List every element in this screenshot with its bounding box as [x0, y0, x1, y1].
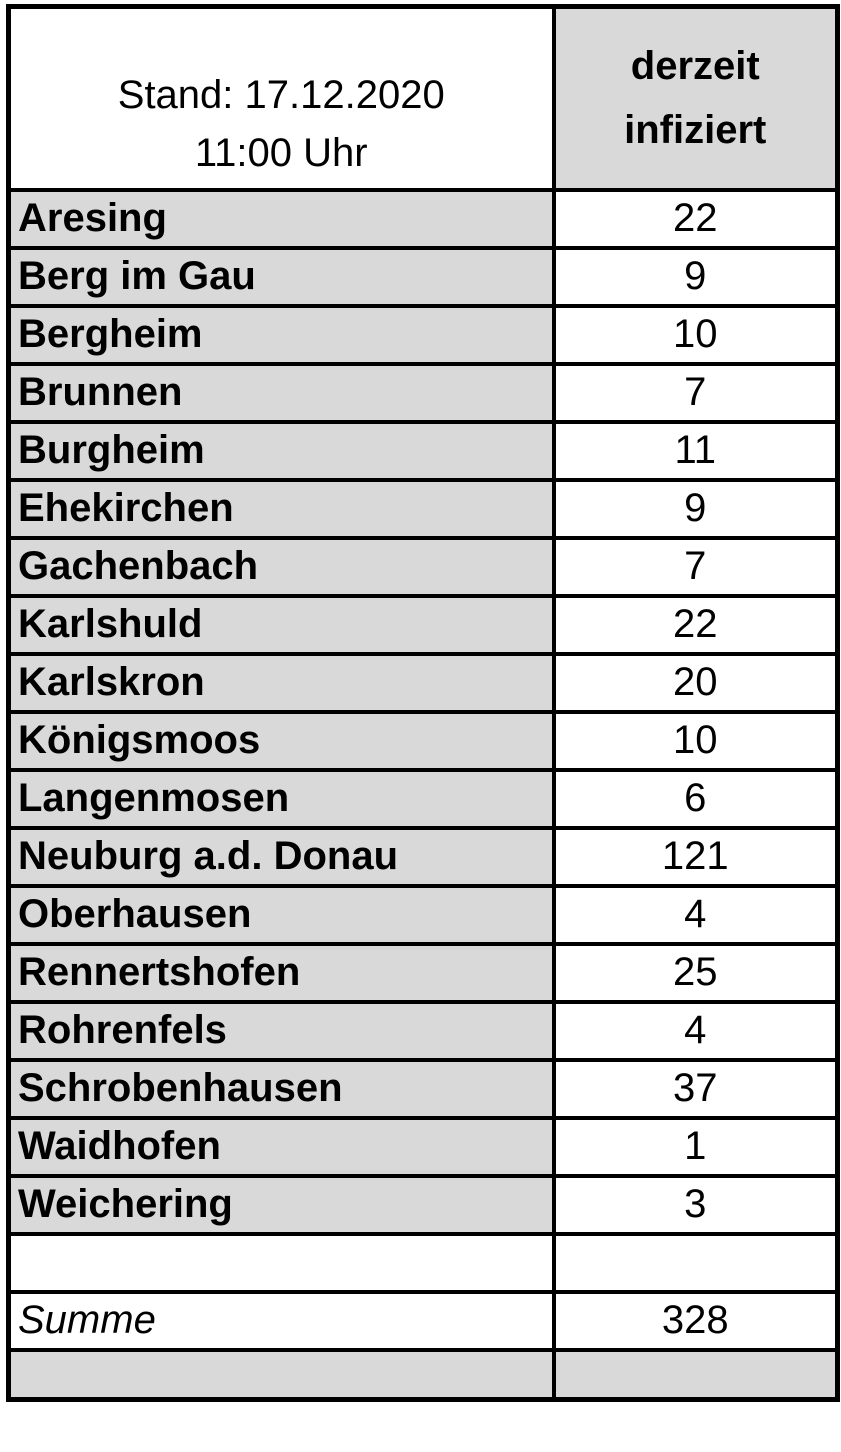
header-row: Stand: 17.12.2020 11:00 Uhr derzeit infi… [6, 4, 840, 192]
infected-count: 3 [551, 1173, 840, 1236]
infected-count: 4 [551, 883, 840, 946]
table-row: Oberhausen 4 [6, 883, 840, 946]
column-header-line1: derzeit [630, 44, 760, 89]
infected-count: 4 [551, 999, 840, 1062]
municipality-name: Brunnen [6, 361, 556, 424]
table-row: Brunnen 7 [6, 361, 840, 424]
table-row: Aresing 22 [6, 187, 840, 250]
cut-off-cell [551, 1347, 840, 1402]
municipality-name: Ehekirchen [6, 477, 556, 540]
municipality-name: Königsmoos [6, 709, 556, 772]
municipality-name: Berg im Gau [6, 245, 556, 308]
cut-off-row [6, 1347, 840, 1402]
municipality-name: Burgheim [6, 419, 556, 482]
spacer-row [6, 1231, 840, 1294]
infection-table: Stand: 17.12.2020 11:00 Uhr derzeit infi… [6, 4, 840, 1402]
infected-count: 10 [551, 303, 840, 366]
table-row: Neuburg a.d. Donau 121 [6, 825, 840, 888]
municipality-name: Rennertshofen [6, 941, 556, 1004]
infected-count: 1 [551, 1115, 840, 1178]
infected-count: 11 [551, 419, 840, 482]
table-title-cell: Stand: 17.12.2020 11:00 Uhr [6, 4, 556, 192]
empty-cell [551, 1231, 840, 1294]
column-header-line2: infiziert [624, 108, 767, 153]
table-row: Karlskron 20 [6, 651, 840, 714]
infected-count: 22 [551, 187, 840, 250]
table-row: Königsmoos 10 [6, 709, 840, 772]
infected-count: 7 [551, 535, 840, 598]
table-row: Gachenbach 7 [6, 535, 840, 598]
table-row: Schrobenhausen 37 [6, 1057, 840, 1120]
sum-row: Summe 328 [6, 1289, 840, 1352]
infected-count: 121 [551, 825, 840, 888]
infected-count: 9 [551, 477, 840, 540]
municipality-name: Gachenbach [6, 535, 556, 598]
sum-value: 328 [551, 1289, 840, 1352]
table-row: Weichering 3 [6, 1173, 840, 1236]
table-row: Rohrenfels 4 [6, 999, 840, 1062]
municipality-name: Waidhofen [6, 1115, 556, 1178]
infected-count: 20 [551, 651, 840, 714]
table-row: Karlshuld 22 [6, 593, 840, 656]
infected-count: 6 [551, 767, 840, 830]
infected-count: 7 [551, 361, 840, 424]
municipality-name: Karlskron [6, 651, 556, 714]
cut-off-cell [6, 1347, 556, 1402]
municipality-name: Schrobenhausen [6, 1057, 556, 1120]
table-row: Langenmosen 6 [6, 767, 840, 830]
empty-cell [6, 1231, 556, 1294]
municipality-name: Bergheim [6, 303, 556, 366]
table-row: Berg im Gau 9 [6, 245, 840, 308]
table-row: Waidhofen 1 [6, 1115, 840, 1178]
municipality-name: Aresing [6, 187, 556, 250]
table-row: Bergheim 10 [6, 303, 840, 366]
municipality-name: Langenmosen [6, 767, 556, 830]
stand-date: Stand: 17.12.2020 [117, 73, 445, 118]
municipality-name: Rohrenfels [6, 999, 556, 1062]
table-row: Rennertshofen 25 [6, 941, 840, 1004]
infected-count: 25 [551, 941, 840, 1004]
municipality-name: Weichering [6, 1173, 556, 1236]
infected-count: 37 [551, 1057, 840, 1120]
municipality-name: Neuburg a.d. Donau [6, 825, 556, 888]
column-header-infected: derzeit infiziert [551, 4, 840, 192]
municipality-name: Karlshuld [6, 593, 556, 656]
municipality-name: Oberhausen [6, 883, 556, 946]
infected-count: 9 [551, 245, 840, 308]
infected-count: 10 [551, 709, 840, 772]
table-row: Burgheim 11 [6, 419, 840, 482]
infected-count: 22 [551, 593, 840, 656]
sum-label: Summe [6, 1289, 556, 1352]
table-row: Ehekirchen 9 [6, 477, 840, 540]
stand-time: 11:00 Uhr [194, 131, 368, 176]
